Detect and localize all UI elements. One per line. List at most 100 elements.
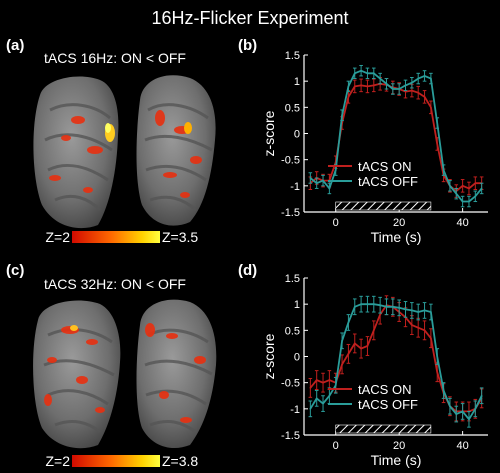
data-point bbox=[398, 307, 400, 309]
brain-left-hemisphere-a bbox=[33, 76, 119, 229]
data-point bbox=[474, 195, 477, 198]
data-point bbox=[366, 72, 369, 75]
data-point bbox=[417, 326, 420, 329]
data-point bbox=[372, 303, 375, 305]
data-point bbox=[360, 347, 362, 350]
data-point bbox=[372, 72, 375, 75]
data-point bbox=[449, 405, 451, 408]
data-point bbox=[347, 321, 350, 324]
data-point bbox=[309, 408, 312, 410]
colorbar-a bbox=[72, 231, 160, 243]
x-axis-label-b: Time (s) bbox=[371, 229, 422, 245]
y-tick-label-b: 0 bbox=[294, 129, 300, 141]
data-point bbox=[372, 84, 375, 87]
series-line bbox=[309, 69, 483, 203]
series-tacs-off-d bbox=[308, 295, 484, 428]
series-line bbox=[309, 303, 483, 421]
data-point bbox=[366, 303, 369, 305]
data-point bbox=[385, 305, 388, 308]
y-tick-label-b: 1 bbox=[294, 76, 300, 88]
x-tick-label-d: 0 bbox=[333, 440, 339, 452]
data-point bbox=[322, 179, 324, 182]
data-point bbox=[379, 304, 381, 307]
panel-label-a: (a) bbox=[6, 37, 24, 54]
data-point bbox=[309, 177, 312, 179]
data-point bbox=[461, 200, 464, 203]
y-tick-label-b: 1.5 bbox=[285, 50, 300, 62]
data-point bbox=[474, 408, 477, 410]
legend-label-b: tACS OFF bbox=[358, 174, 418, 189]
data-point bbox=[436, 355, 439, 358]
data-point bbox=[411, 324, 413, 326]
data-point bbox=[392, 305, 394, 308]
y-axis-label-d: z-score bbox=[261, 333, 277, 379]
y-tick-label-d: -1 bbox=[290, 404, 300, 416]
y-tick-label-d: 1 bbox=[294, 299, 300, 311]
data-point bbox=[417, 311, 420, 313]
data-point bbox=[366, 85, 369, 88]
x-tick-label-d: 20 bbox=[393, 440, 405, 452]
brain-right-hemisphere-c bbox=[136, 299, 217, 449]
data-point bbox=[468, 418, 470, 421]
data-point bbox=[430, 337, 432, 339]
data-point bbox=[404, 90, 407, 93]
data-point bbox=[353, 305, 356, 308]
y-tick-label-b: 0.5 bbox=[285, 102, 300, 114]
data-point bbox=[474, 182, 477, 185]
y-axis-label-b: z-score bbox=[261, 110, 277, 156]
data-point bbox=[315, 397, 318, 400]
data-point bbox=[341, 114, 343, 116]
data-point bbox=[347, 85, 350, 88]
data-point bbox=[372, 329, 375, 332]
figure-title: 16Hz-Flicker Experiment bbox=[151, 8, 348, 28]
colorbar-max-a: Z=3.5 bbox=[162, 229, 198, 245]
data-point bbox=[328, 187, 331, 190]
data-point bbox=[404, 84, 407, 87]
data-point bbox=[353, 342, 356, 345]
y-tick-label-d: 0.5 bbox=[285, 325, 300, 337]
brain-panel-c: (c) tACS 32Hz: ON < OFF bbox=[6, 262, 217, 469]
y-tick-label-b: -1 bbox=[290, 181, 300, 193]
panel-label-b: (b) bbox=[238, 37, 257, 54]
data-point bbox=[341, 363, 343, 366]
data-point bbox=[461, 185, 464, 187]
data-point bbox=[436, 143, 439, 145]
brain-left-hemisphere-c bbox=[33, 300, 121, 449]
stimulus-bar-b bbox=[335, 201, 432, 211]
data-point bbox=[328, 379, 331, 381]
data-point bbox=[468, 200, 470, 203]
data-point bbox=[442, 389, 445, 392]
y-tick-label-b: -1.5 bbox=[281, 207, 300, 219]
data-point bbox=[430, 311, 432, 313]
data-point bbox=[455, 413, 458, 415]
data-point bbox=[328, 394, 331, 397]
data-point bbox=[334, 384, 337, 387]
x-axis-label-d: Time (s) bbox=[371, 452, 422, 468]
panel-label-c: (c) bbox=[6, 262, 24, 279]
data-point bbox=[423, 96, 426, 98]
colorbar-min-c: Z=2 bbox=[45, 453, 70, 469]
brain-right-hemisphere-a bbox=[136, 75, 216, 226]
data-point bbox=[449, 185, 451, 187]
data-point bbox=[315, 379, 318, 381]
panel-subtitle-c: tACS 32Hz: ON < OFF bbox=[44, 276, 186, 292]
data-point bbox=[468, 187, 470, 190]
brain-panel-a: (a) tACS 16Hz: ON < OFF bbox=[6, 37, 216, 245]
line-chart-d: (d) -1.5 -1 -0.5 0 0.5 1 1.5 0 20 40 Time (s) z-sco… bbox=[238, 262, 488, 468]
data-point bbox=[423, 329, 426, 332]
y-tick-label-d: 1.5 bbox=[285, 273, 300, 285]
data-point bbox=[334, 169, 337, 171]
data-point bbox=[379, 77, 381, 80]
data-point bbox=[347, 96, 350, 98]
data-point bbox=[353, 72, 356, 75]
data-point bbox=[480, 394, 483, 397]
data-point bbox=[436, 122, 439, 124]
data-point bbox=[353, 85, 356, 88]
data-point bbox=[360, 303, 362, 305]
data-point bbox=[404, 308, 407, 311]
legend-label-d: tACS ON bbox=[358, 382, 411, 397]
colorbar-c bbox=[72, 455, 160, 467]
data-point bbox=[398, 88, 400, 90]
data-point bbox=[480, 187, 483, 190]
